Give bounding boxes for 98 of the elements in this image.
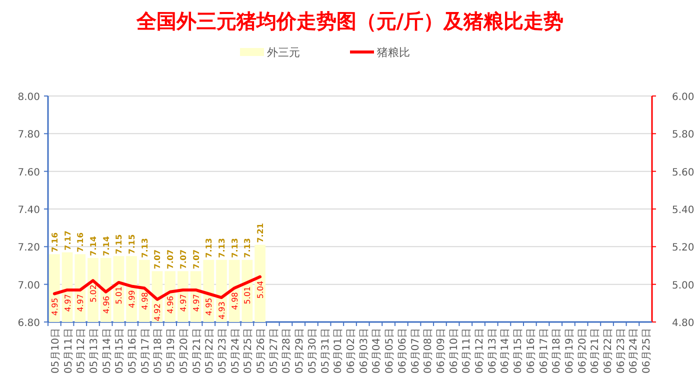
y-tick-label: 7.20 (18, 242, 40, 254)
x-tick-label: 06月05日 (384, 328, 396, 374)
x-tick-label: 05月13日 (88, 328, 100, 374)
x-tick-label: 06月23日 (616, 328, 627, 374)
data-label: 7.07 (166, 249, 176, 270)
data-label: 4.93 (217, 302, 226, 320)
data-label: 4.96 (102, 296, 111, 314)
data-label: 4.95 (50, 298, 60, 316)
data-label: 7.14 (88, 236, 98, 256)
data-label: 7.16 (76, 232, 86, 252)
x-tick-label: 05月10日 (50, 328, 62, 374)
x-tick-label: 05月31日 (320, 328, 332, 374)
x-tick-label: 05月18日 (153, 328, 164, 374)
data-label: 7.07 (178, 249, 188, 270)
x-tick-label: 05月11日 (63, 328, 74, 374)
data-label: 7.07 (192, 249, 201, 270)
data-label: 7.15 (114, 234, 124, 254)
data-label: 7.17 (63, 230, 72, 250)
x-tick-label: 06月09日 (436, 328, 447, 374)
x-tick-label: 06月03日 (358, 328, 370, 374)
x-tick-label: 06月20日 (577, 328, 588, 374)
y2-tick-label: 4.80 (672, 318, 694, 329)
x-tick-label: 06月08日 (423, 328, 434, 374)
x-tick-label: 06月12日 (474, 328, 486, 374)
x-tick-label: 05月20日 (178, 328, 190, 374)
y-tick-label: 8.00 (18, 92, 40, 103)
x-tick-label: 05月14日 (102, 328, 113, 374)
x-tick-label: 05月17日 (140, 328, 152, 374)
y-tick-label: 6.80 (18, 318, 40, 329)
data-label: 4.97 (178, 294, 188, 312)
data-label: 7.13 (230, 238, 240, 258)
x-tick-label: 06月21日 (590, 328, 602, 374)
data-label: 7.13 (204, 238, 214, 258)
x-tick-label: 05月27日 (268, 328, 280, 374)
x-tick-label: 06月25日 (642, 328, 653, 374)
x-tick-label: 05月25日 (243, 328, 254, 374)
x-tick-label: 05月16日 (128, 328, 139, 374)
data-label: 4.97 (76, 294, 86, 312)
x-tick-label: 06月18日 (552, 328, 563, 374)
y2-tick-label: 6.00 (672, 92, 694, 103)
x-tick-label: 05月21日 (192, 328, 203, 374)
x-tick-label: 06月01日 (333, 328, 344, 374)
y2-tick-label: 5.40 (672, 205, 694, 216)
x-tick-label: 05月15日 (114, 328, 126, 374)
data-label: 5.01 (243, 286, 252, 304)
x-tick-label: 06月24日 (628, 328, 640, 374)
y-tick-label: 7.80 (18, 130, 40, 141)
data-label: 4.99 (128, 290, 137, 308)
data-label: 7.15 (128, 234, 137, 254)
x-tick-label: 05月30日 (307, 328, 318, 374)
x-tick-label: 06月07日 (410, 328, 422, 374)
data-label: 7.13 (243, 238, 252, 258)
data-label: 5.04 (256, 280, 266, 299)
x-tick-label: 05月19日 (166, 328, 178, 374)
y2-tick-label: 5.60 (672, 167, 694, 178)
x-tick-label: 06月13日 (487, 328, 498, 374)
data-label: 7.13 (140, 238, 150, 258)
x-tick-label: 05月26日 (256, 328, 268, 374)
y2-tick-label: 5.20 (672, 242, 694, 254)
x-tick-label: 06月17日 (538, 328, 550, 374)
x-tick-label: 05月23日 (217, 328, 228, 374)
chart-title: 全国外三元猪均价走势图（元/斤）及猪粮比走势 (135, 9, 564, 33)
data-label: 7.16 (50, 232, 60, 252)
x-tick-label: 05月29日 (294, 328, 306, 374)
y2-tick-label: 5.00 (672, 280, 694, 292)
data-label: 5.01 (114, 286, 124, 304)
data-label: 7.21 (256, 222, 266, 243)
data-label: 4.97 (192, 294, 201, 312)
data-label: 5.02 (88, 284, 98, 302)
data-label: 7.13 (217, 238, 226, 258)
data-label: 7.07 (153, 249, 162, 270)
x-tick-label: 06月22日 (603, 328, 614, 374)
y-tick-label: 7.60 (18, 167, 40, 178)
x-tick-label: 05月24日 (230, 328, 242, 374)
legend-label: 外三元 (267, 46, 300, 59)
y-tick-label: 7.00 (18, 280, 40, 292)
x-tick-label: 05月12日 (76, 328, 88, 374)
y-tick-label: 7.40 (18, 205, 40, 216)
data-label: 4.97 (63, 294, 72, 312)
x-tick-label: 06月04日 (372, 328, 383, 374)
data-label: 7.14 (102, 236, 111, 256)
x-tick-label: 06月16日 (526, 328, 537, 374)
x-tick-label: 05月22日 (204, 328, 216, 374)
x-tick-label: 06月19日 (564, 328, 576, 374)
data-label: 4.96 (166, 296, 176, 314)
x-tick-label: 06月11日 (462, 328, 473, 374)
data-label: 4.92 (153, 303, 162, 322)
legend-label: 猪粮比 (377, 46, 410, 59)
data-label: 4.98 (230, 292, 240, 310)
data-label: 4.95 (204, 298, 214, 316)
x-tick-label: 06月15日 (513, 328, 524, 374)
x-tick-label: 06月14日 (500, 328, 512, 374)
y2-tick-label: 5.80 (672, 130, 694, 141)
data-label: 4.98 (140, 292, 150, 310)
x-tick-label: 06月02日 (346, 328, 357, 374)
x-tick-label: 05月28日 (282, 328, 293, 374)
x-tick-label: 06月10日 (448, 328, 460, 374)
x-tick-label: 06月06日 (397, 328, 408, 374)
